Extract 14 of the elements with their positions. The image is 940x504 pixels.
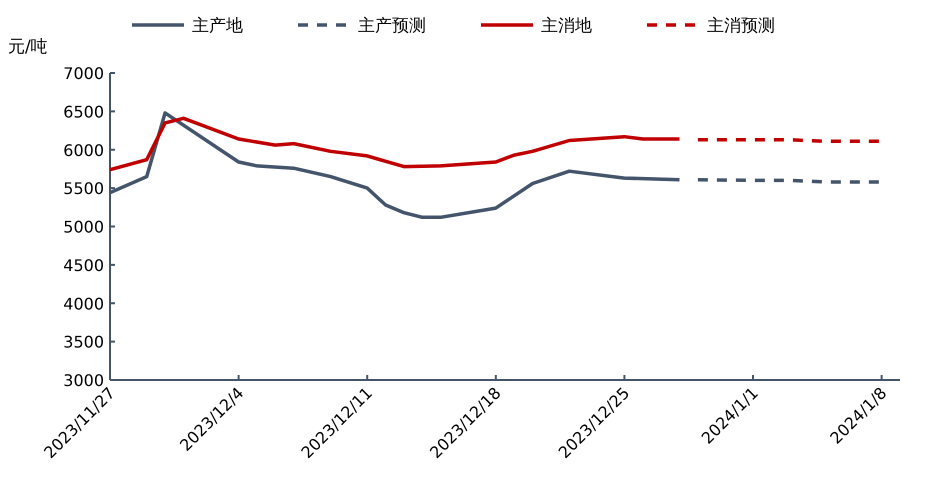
y-axis-title: 元/吨 <box>8 37 48 57</box>
legend-label: 主产地 <box>192 16 243 36</box>
y-tick-label: 5000 <box>63 218 104 236</box>
legend-label: 主消地 <box>541 16 592 36</box>
y-tick-label: 5500 <box>63 179 104 198</box>
y-tick-label: 3000 <box>63 371 104 390</box>
y-tick-label: 6000 <box>63 140 104 160</box>
y-tick-label: 3500 <box>63 332 104 352</box>
y-tick-label: 4000 <box>63 294 104 314</box>
y-tick-label: 6500 <box>63 102 104 122</box>
legend-label: 主产预测 <box>358 16 426 36</box>
legend-label: 主消预测 <box>707 16 775 36</box>
y-tick-label: 7000 <box>63 64 104 83</box>
y-tick-label: 4500 <box>63 256 104 275</box>
